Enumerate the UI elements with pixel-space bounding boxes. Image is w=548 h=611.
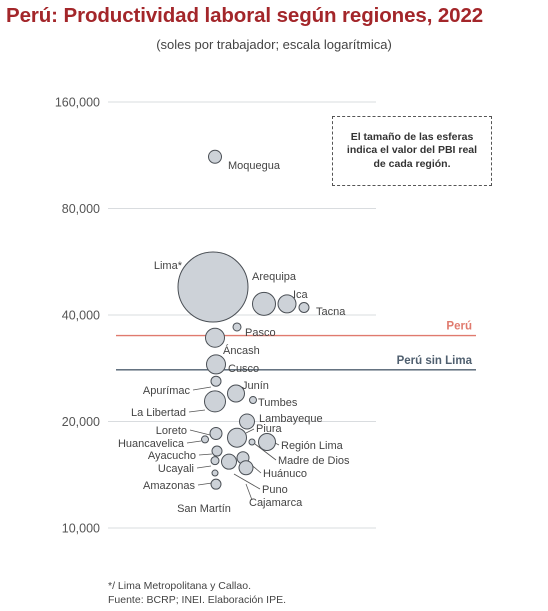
bubble-cajamarca <box>238 460 254 476</box>
bubble-label-loreto: Loreto <box>156 425 187 437</box>
bubble-label-moquegua: Moquegua <box>228 160 281 172</box>
leader-puno <box>233 473 261 490</box>
bubble-label-cajamarca: Cajamarca <box>249 497 303 509</box>
bubble-madre-de-dios <box>248 438 256 446</box>
bubble-tumbes <box>249 396 257 405</box>
leader-amazonas <box>197 482 213 486</box>
grid-lines <box>108 101 376 529</box>
bubble-pasco <box>232 322 242 332</box>
bubble-label-puno: Puno <box>262 484 288 496</box>
bubble-arequipa <box>252 291 276 316</box>
y-axis-ticks: 10,000 20,000 40,000 80,000 160,000 <box>55 96 100 536</box>
bubble-loreto <box>209 426 223 440</box>
bubble-label-lima: Lima* <box>154 260 183 272</box>
bubble-label-huancavelica: Huancavelica <box>118 438 185 450</box>
chart-title: Perú: Productividad laboral según region… <box>6 4 484 27</box>
bubble-region-lima <box>258 433 276 452</box>
footer: */ Lima Metropolitana y Callao. Fuente: … <box>108 580 286 607</box>
bubble-tacna <box>298 302 310 314</box>
leader-madre-de-dios <box>254 443 277 461</box>
bubble-label-arequipa: Arequipa <box>252 271 297 283</box>
bubble-label-san-martin: San Martín <box>177 503 231 515</box>
leader-piura <box>245 428 255 434</box>
bubble-moquegua <box>208 149 222 164</box>
bubble-label-ancash: Áncash <box>223 344 260 357</box>
bubble-junin <box>227 384 245 403</box>
leader-apurimac <box>192 386 212 391</box>
bubble-label-ayacucho: Ayacucho <box>148 450 196 462</box>
y-tick-label: 160,000 <box>55 96 100 110</box>
bubble-label-junin: Junín <box>242 380 269 392</box>
bubble-ancash <box>205 327 225 348</box>
leader-huancavelica <box>186 440 202 444</box>
y-tick-label: 20,000 <box>62 415 100 429</box>
bubble-san-martin <box>210 478 222 490</box>
bubble-label-la-libertad: La Libertad <box>131 407 186 419</box>
reference-label-peru-sin-lima: Perú sin Lima <box>397 355 473 367</box>
y-tick-label: 80,000 <box>62 202 100 216</box>
bubble-label-huanuco: Huánuco <box>263 468 307 480</box>
leader-ucayali <box>196 465 212 469</box>
bubble-labels: Moquegua Lima* Arequipa Ica Tacna Pasco Áncash… <box>118 160 350 515</box>
footer-source: Fuente: BCRP; INEI. Elaboración IPE. <box>108 593 286 606</box>
footer-note: */ Lima Metropolitana y Callao. <box>108 580 251 592</box>
y-tick-label: 40,000 <box>62 309 100 323</box>
bubble-amazonas <box>211 469 219 477</box>
chart-subtitle: (soles por trabajador; escala logarítmic… <box>156 37 392 52</box>
bubble-lambayeque <box>239 413 255 430</box>
bubble-label-tumbes: Tumbes <box>258 397 298 409</box>
bubble-ayacucho <box>211 445 223 457</box>
bubble-cusco <box>206 354 226 375</box>
bubbles <box>177 149 310 490</box>
bubble-label-ica: Ica <box>293 289 309 301</box>
bubble-label-tacna: Tacna <box>316 306 346 318</box>
bubble-huancavelica <box>201 435 209 444</box>
bubble-label-ucayali: Ucayali <box>158 463 194 475</box>
bubble-lima <box>177 251 249 323</box>
bubble-ica <box>277 294 297 314</box>
bubble-label-madre-de-dios: Madre de Dios <box>278 455 350 467</box>
bubble-apurimac <box>210 375 222 387</box>
bubble-label-amazonas: Amazonas <box>143 480 195 492</box>
bubble-label-pasco: Pasco <box>245 327 276 339</box>
y-tick-label: 10,000 <box>62 522 100 536</box>
bubble-ucayali <box>210 456 220 466</box>
bubble-la-libertad <box>204 390 226 413</box>
bubble-label-apurimac: Apurímac <box>143 385 191 397</box>
bubble-piura <box>227 427 247 448</box>
bubble-label-cusco: Cusco <box>228 363 259 375</box>
leader-la-libertad <box>188 409 206 413</box>
leader-cajamarca <box>245 483 253 501</box>
reference-lines: Perú Perú sin Lima <box>116 321 476 371</box>
leader-ayacucho <box>198 453 213 456</box>
bubble-label-lambayeque: Lambayeque <box>259 413 323 425</box>
leader-loreto <box>189 429 211 436</box>
reference-label-peru: Perú <box>446 321 472 333</box>
bubble-label-piura: Piura <box>256 423 283 435</box>
size-legend-note: El tamaño de las esferas indica el valor… <box>332 116 492 186</box>
bubble-label-region-lima: Región Lima <box>281 440 344 452</box>
bubble-puno <box>221 453 237 470</box>
